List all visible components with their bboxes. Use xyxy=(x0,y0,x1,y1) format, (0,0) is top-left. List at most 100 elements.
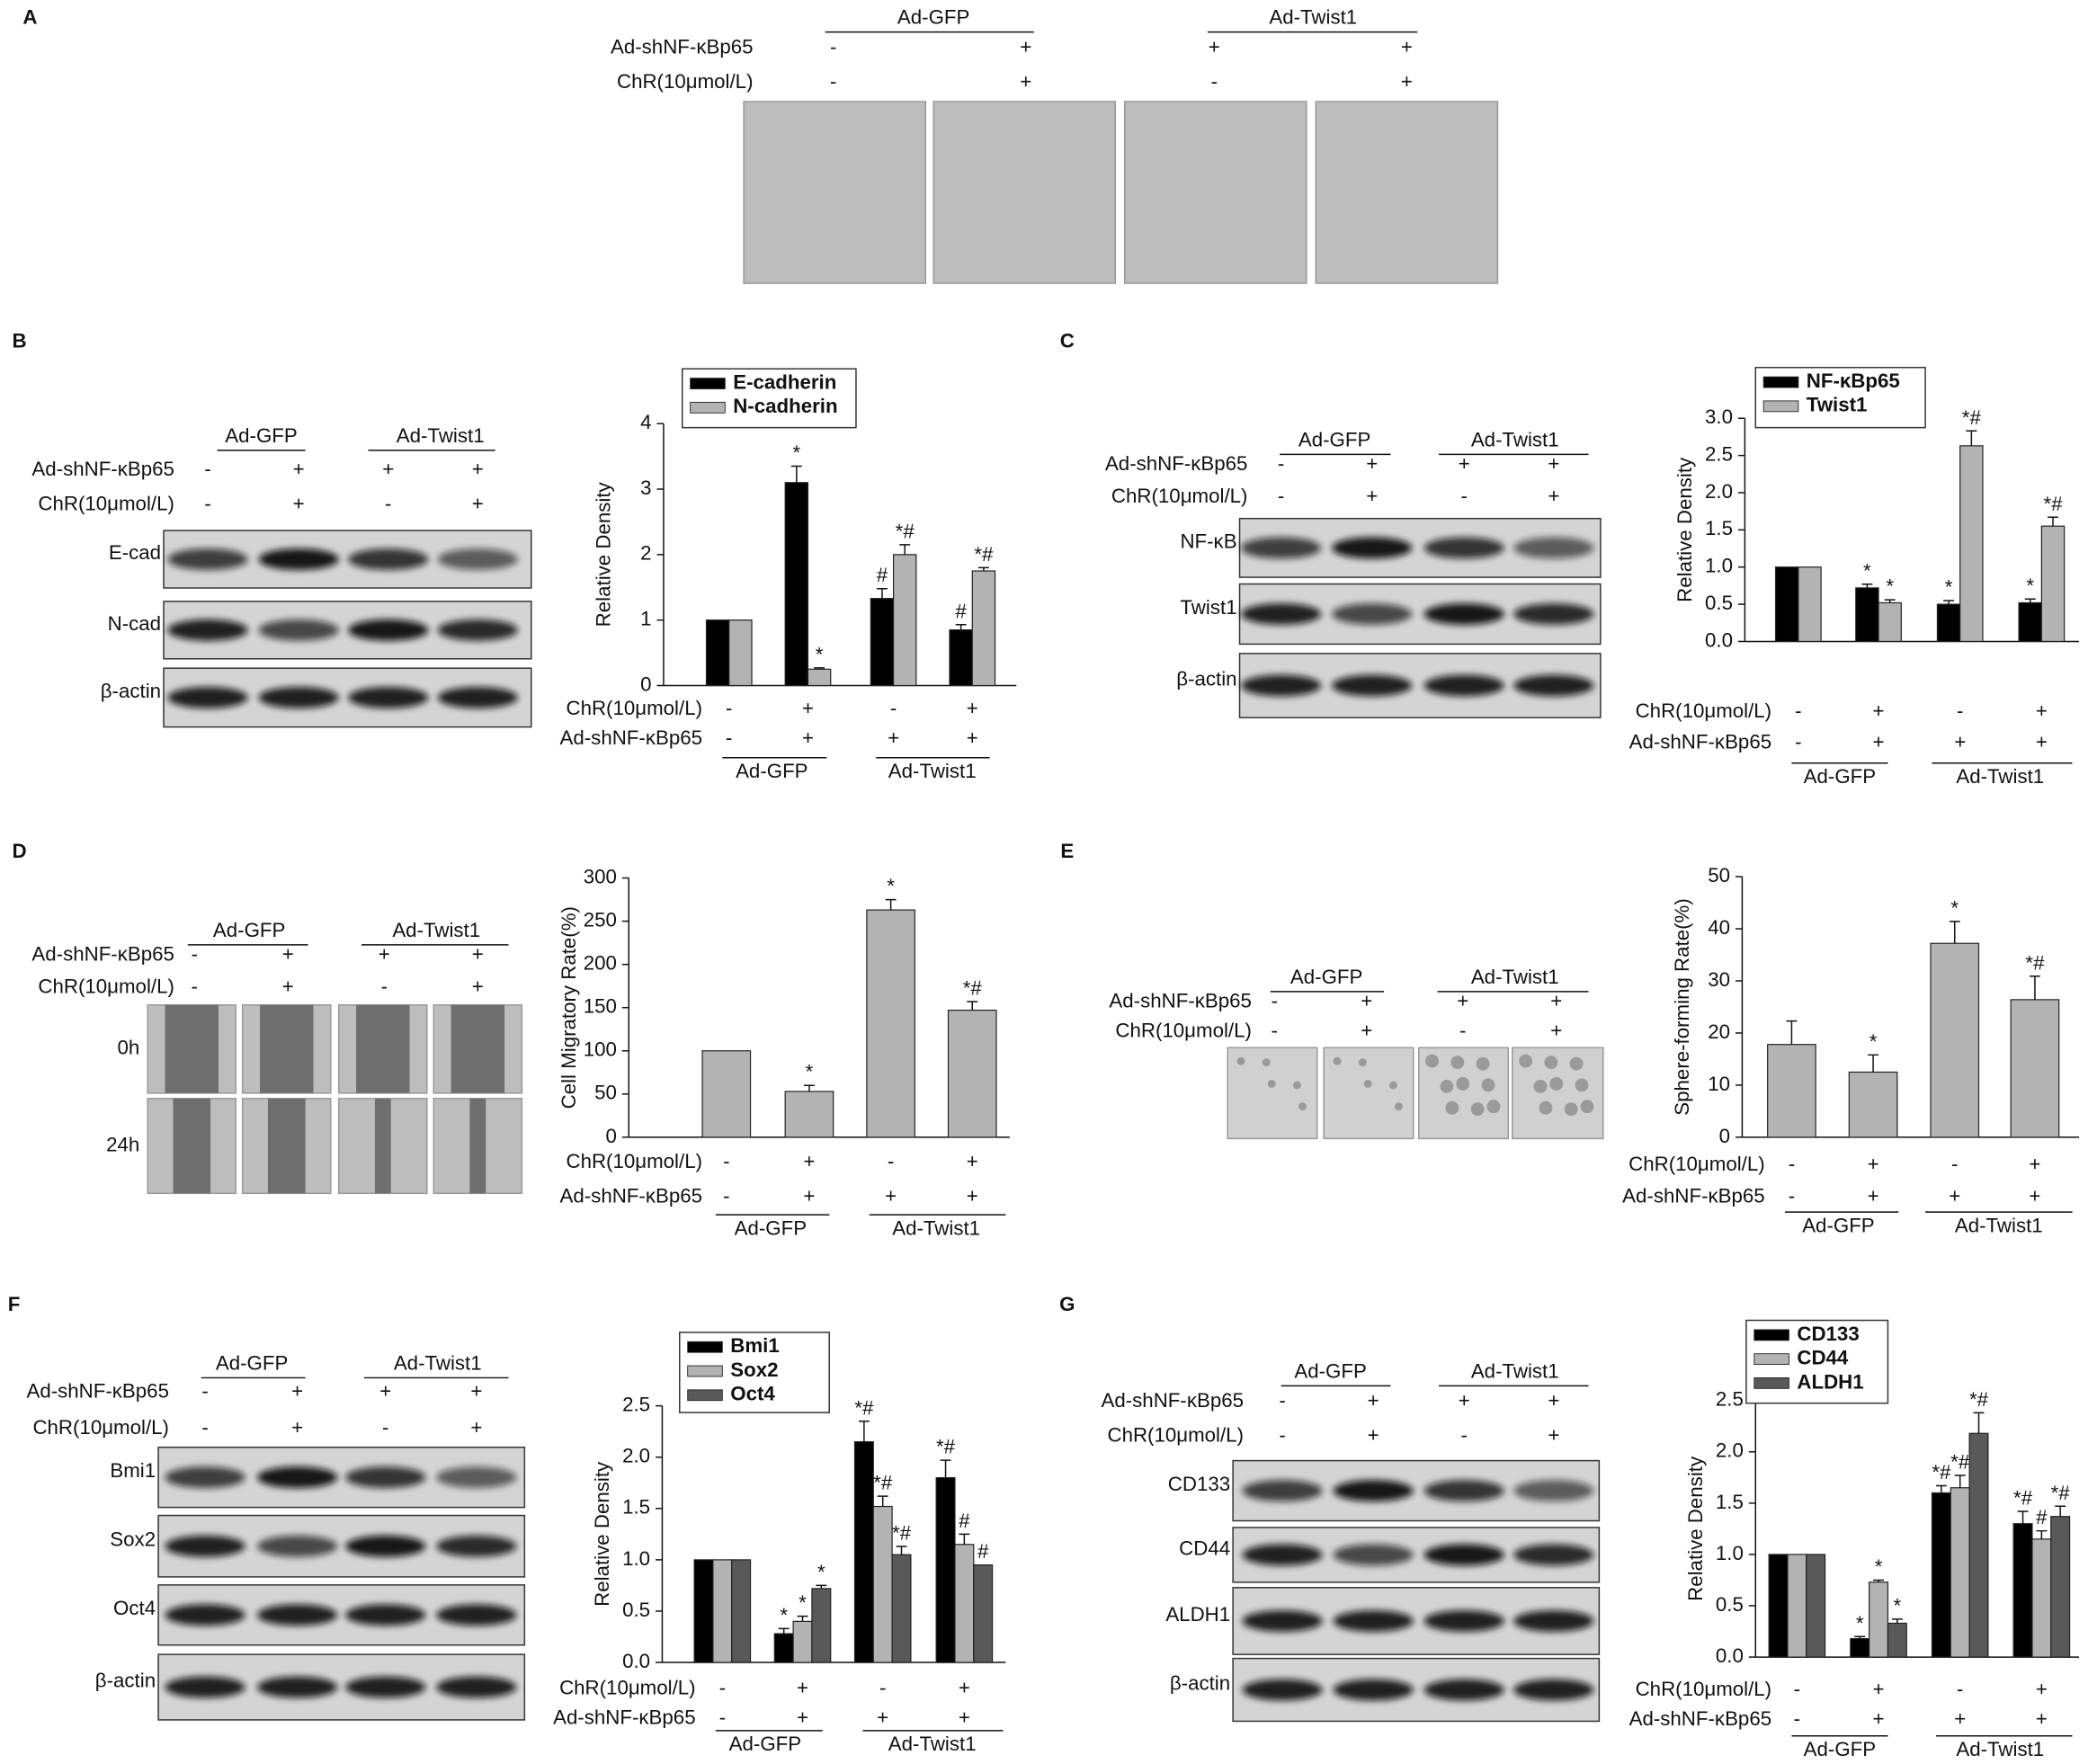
y-tick-label: 2.0 xyxy=(1716,1439,1744,1462)
significance-label: * xyxy=(792,441,800,464)
legend-swatch xyxy=(690,378,726,389)
condition-label: ChR(10μmol/L) xyxy=(32,1416,169,1439)
blot-band xyxy=(1241,603,1322,625)
condition-sign: - xyxy=(830,35,836,58)
micrograph xyxy=(1315,101,1499,284)
bar xyxy=(1936,603,1961,643)
condition-sign: + xyxy=(472,975,484,997)
condition-sign: + xyxy=(967,726,978,749)
blot-band xyxy=(258,548,339,570)
significance-label: * xyxy=(1856,1612,1864,1635)
group-label: Ad-Twist1 xyxy=(1269,6,1357,29)
sphere xyxy=(1298,1102,1307,1111)
scratch-gap xyxy=(165,1004,219,1093)
bar xyxy=(1959,445,1984,643)
y-tick-label: 50 xyxy=(1708,864,1730,886)
error-bar xyxy=(1943,600,1955,605)
y-axis-label: Relative Density xyxy=(1673,457,1696,602)
sphere xyxy=(1544,1056,1558,1070)
condition-label: Ad-shNF-κBp65 xyxy=(31,458,174,480)
condition-sign: - xyxy=(385,493,391,515)
blot-band xyxy=(257,1604,338,1626)
condition-sign: + xyxy=(1361,990,1372,1012)
group-label: Ad-GFP xyxy=(1294,1359,1366,1382)
y-tick-label: 40 xyxy=(1708,916,1730,939)
y-tick-label: 0.5 xyxy=(1705,592,1733,614)
group-label: Ad-GFP xyxy=(1802,1214,1874,1236)
condition-sign: + xyxy=(293,493,305,515)
legend-label: Twist1 xyxy=(1807,394,1868,416)
scratch-gap xyxy=(260,1004,314,1093)
y-tick-label: 1.0 xyxy=(1705,555,1733,577)
condition-sign: + xyxy=(293,458,305,480)
error-bar xyxy=(1891,1618,1903,1624)
condition-sign: - xyxy=(1271,1019,1277,1041)
y-axis-label: Relative Density xyxy=(1684,1456,1707,1601)
bar xyxy=(1950,1487,1970,1658)
sphere xyxy=(1470,1102,1485,1117)
bar xyxy=(1787,1554,1807,1658)
group-label: Ad-Twist1 xyxy=(1955,1214,2043,1236)
blot-band xyxy=(1332,674,1413,697)
condition-sign: - xyxy=(1794,1678,1800,1700)
group-label: Ad-GFP xyxy=(213,919,285,941)
condition-sign: + xyxy=(1457,990,1468,1012)
error-bar xyxy=(2017,1510,2029,1524)
bar xyxy=(1855,587,1879,643)
condition-sign: - xyxy=(1459,1019,1466,1041)
bar xyxy=(784,482,809,687)
group-label: Ad-GFP xyxy=(729,1733,801,1755)
y-tick-label: 2.5 xyxy=(622,1394,650,1416)
legend-label: Sox2 xyxy=(730,1359,778,1381)
y-tick-label: 1.5 xyxy=(622,1496,650,1519)
error-bar xyxy=(1786,1020,1798,1045)
condition-label: Ad-shNF-κBp65 xyxy=(1109,990,1252,1012)
condition-sign: - xyxy=(1278,485,1284,507)
blot-band xyxy=(1242,1679,1323,1701)
condition-sign: + xyxy=(1368,1389,1379,1412)
error-bar xyxy=(896,1546,907,1555)
error-bar xyxy=(2024,598,2036,603)
bar xyxy=(1878,601,1902,643)
panel-label: G xyxy=(1059,1293,1075,1315)
error-bar xyxy=(858,1421,870,1442)
blot-band xyxy=(1423,1544,1504,1566)
bar xyxy=(1930,942,1980,1138)
condition-sign: + xyxy=(1873,699,1885,722)
bar xyxy=(1968,1432,1989,1658)
condition-sign: - xyxy=(890,697,897,719)
error-bar xyxy=(2029,976,2040,1000)
condition-sign: - xyxy=(1461,485,1468,507)
condition-sign: + xyxy=(2036,699,2048,722)
blot-band xyxy=(1241,537,1322,559)
blot-band xyxy=(1513,603,1594,625)
error-bar xyxy=(1966,430,1977,446)
sphere xyxy=(1539,1100,1553,1115)
condition-sign: + xyxy=(877,1706,888,1728)
bar xyxy=(705,619,730,687)
group-label: Ad-GFP xyxy=(1804,1738,1876,1760)
y-tick-label: 0 xyxy=(1719,1125,1730,1147)
y-axis-label: Sphere-forming Rate(%) xyxy=(1671,898,1693,1115)
legend-swatch xyxy=(1753,1329,1789,1341)
y-tick-label: 0.0 xyxy=(1716,1644,1744,1667)
sphere xyxy=(1445,1100,1459,1115)
blot-band xyxy=(1242,1544,1323,1566)
y-tick-label: 1.5 xyxy=(1716,1491,1744,1513)
legend-swatch xyxy=(1753,1376,1789,1389)
condition-sign: + xyxy=(1868,1185,1879,1207)
legend-label: ALDH1 xyxy=(1797,1370,1863,1393)
y-tick-label: 2 xyxy=(640,542,651,565)
y-tick-label: 3 xyxy=(640,477,651,499)
bar xyxy=(2012,1523,2033,1658)
blot-band xyxy=(167,686,248,708)
condition-sign: - xyxy=(719,1677,726,1699)
bar xyxy=(1798,566,1822,643)
blot-band xyxy=(345,1466,426,1489)
significance-label: *# xyxy=(1969,1388,1989,1411)
condition-sign: - xyxy=(1461,1424,1468,1447)
error-bar xyxy=(885,898,897,911)
blot-row-label: NF-κB xyxy=(1180,530,1236,552)
significance-label: *# xyxy=(1950,1451,1970,1474)
error-bar xyxy=(1868,1054,1879,1073)
